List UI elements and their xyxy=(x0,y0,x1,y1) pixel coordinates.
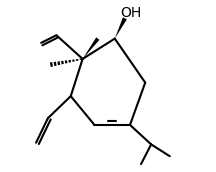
Text: OH: OH xyxy=(120,6,141,20)
Polygon shape xyxy=(115,17,127,39)
Polygon shape xyxy=(83,37,100,59)
